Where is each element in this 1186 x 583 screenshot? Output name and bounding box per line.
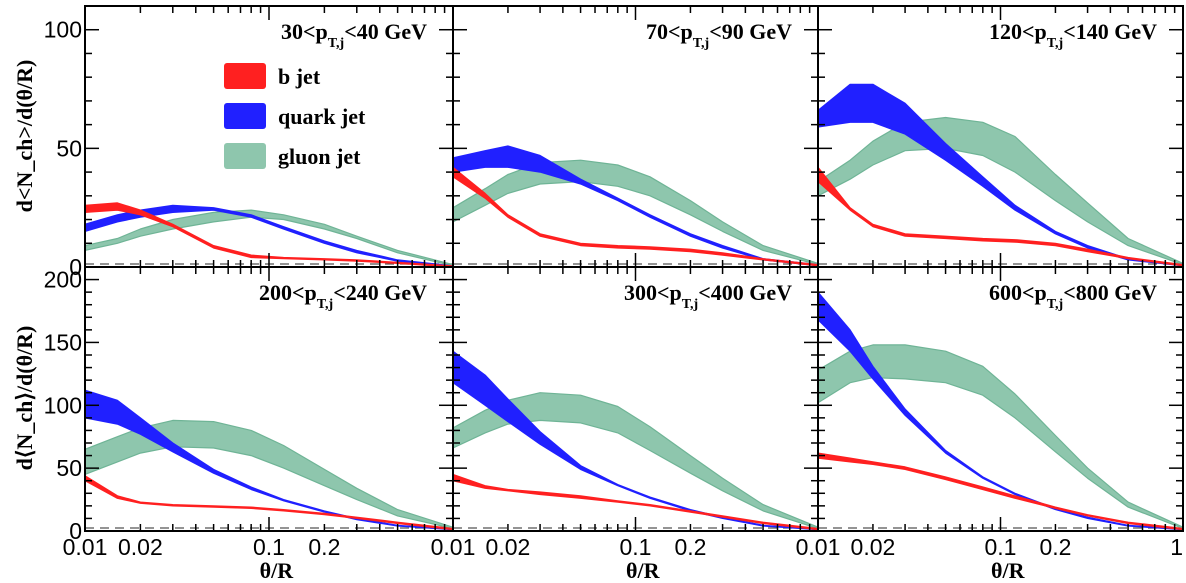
x-tick-label: 0.1 [985,534,1017,560]
panel-5: 0.01 0.02 0.1 0.2 θ/R 300<pT,j<400 GeV [431,266,819,583]
panel-2: 70<pT,j<90 GeV [452,5,819,268]
x-tick-label: 0.2 [1039,534,1071,560]
x-tick-label: 0.02 [486,534,531,560]
y-tick-label: 50 [56,455,82,481]
y-axis-label-top: d<N_ch>/d(θ/R) [12,60,37,213]
b-band [453,473,818,531]
panel-frame [452,5,819,268]
legend-label: gluon jet [278,144,361,169]
x-tick-label: 1 [1170,534,1183,560]
x-tick-label: 0.02 [851,534,896,560]
panel-frame [84,5,454,268]
panel-pt-label: 300<pT,j<400 GeV [624,280,792,312]
bands-group [818,291,1183,531]
panels-layer: 0 50 100 30<pT,j<40 GeV 70<pT,j<90 GeV 120<pT… [44,5,1184,583]
panel-6: 0.01 0.02 0.1 0.2 1 θ/R 600<pT,j<800 GeV [796,266,1184,583]
y-tick-label: 0 [69,518,82,544]
legend: b jet quark jet gluon jet [224,63,366,169]
y-tick-label: 150 [44,329,82,355]
panel-pt-label: 30<pT,j<40 GeV [281,19,427,51]
quark-band [85,389,453,531]
quark-band [453,350,818,531]
panel-pt-label: 200<pT,j<240 GeV [259,280,427,312]
quark-band [818,83,1183,267]
legend-swatch-gluon-jet [224,143,266,169]
b-band [85,202,453,267]
quark-band [453,145,818,267]
y-axis-label-bottom: d⟨N_ch⟩/d(θ/R) [12,326,37,471]
gluon-band [818,116,1183,266]
legend-swatch-quark-jet [224,103,266,129]
x-tick-label: 0.2 [308,534,340,560]
panel-3: 120<pT,j<140 GeV [817,5,1184,268]
gluon-band [85,419,453,530]
x-axis-label: θ/R [991,558,1026,583]
x-tick-label: 0.2 [674,534,706,560]
x-axis-label: θ/R [626,558,661,583]
legend-label: quark jet [278,104,366,129]
b-band [453,166,818,267]
x-tick-label: 0.01 [431,534,476,560]
panel-4: 0 50 100 150 200 0.01 0.02 0.1 0.2 θ/R 200<pT,j<24… [44,266,454,583]
quark-band [85,204,453,267]
x-axis-label: θ/R [260,558,295,583]
bands-group [453,145,818,267]
panel-pt-label: 600<pT,j<800 GeV [989,280,1157,312]
y-tick-label: 50 [56,135,82,161]
x-tick-label: 0.02 [118,534,163,560]
x-tick-label: 0.1 [620,534,652,560]
y-tick-label: 200 [44,267,82,293]
gluon-band [85,209,453,267]
b-band [85,475,453,531]
bands-group [85,389,453,531]
legend-label: b jet [278,64,321,89]
panel-pt-label: 120<pT,j<140 GeV [989,19,1157,51]
bands-group [453,350,818,531]
y-tick-label: 0 [69,254,82,280]
y-tick-label: 100 [44,17,82,43]
gluon-band [453,159,818,266]
bands-group [85,202,453,267]
x-tick-label: 0.01 [63,534,108,560]
x-tick-label: 0.01 [796,534,841,560]
y-tick-label: 100 [44,392,82,418]
legend-swatch-b-jet [224,63,266,89]
quark-band [818,291,1183,531]
b-band [818,452,1183,531]
panel-frame [84,266,454,532]
bands-group [818,83,1183,267]
b-band [818,166,1183,267]
gluon-band [818,344,1183,530]
panel-pt-label: 70<pT,j<90 GeV [646,19,792,51]
x-tick-label: 0.1 [253,534,285,560]
